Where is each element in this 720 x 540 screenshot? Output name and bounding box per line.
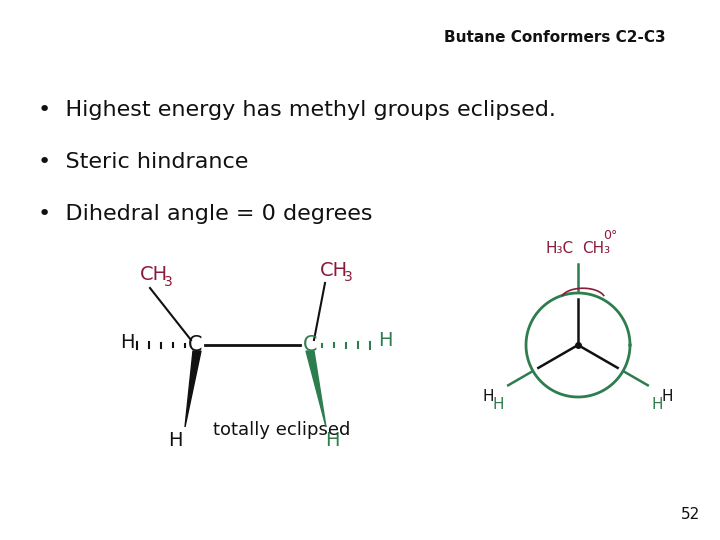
Text: CH₃: CH₃ — [582, 241, 610, 256]
Text: C: C — [188, 335, 202, 355]
Text: 3: 3 — [164, 275, 173, 289]
Text: H: H — [662, 389, 673, 404]
Text: H: H — [652, 397, 663, 413]
Text: H: H — [325, 430, 339, 449]
Text: totally eclipsed: totally eclipsed — [213, 421, 351, 439]
Text: H₃C: H₃C — [546, 241, 574, 256]
Text: Butane Conformers C2-C3: Butane Conformers C2-C3 — [444, 30, 666, 45]
Text: CH: CH — [320, 260, 348, 280]
Text: H: H — [492, 397, 504, 413]
Text: •  Steric hindrance: • Steric hindrance — [38, 152, 248, 172]
Text: •  Highest energy has methyl groups eclipsed.: • Highest energy has methyl groups eclip… — [38, 100, 556, 120]
Text: CH: CH — [140, 266, 168, 285]
Text: H: H — [482, 389, 494, 404]
Text: C: C — [302, 335, 318, 355]
Text: •  Dihedral angle = 0 degrees: • Dihedral angle = 0 degrees — [38, 204, 372, 224]
Polygon shape — [306, 351, 326, 427]
Text: H: H — [168, 430, 182, 449]
Text: 52: 52 — [680, 507, 700, 522]
Text: 3: 3 — [344, 270, 353, 284]
Polygon shape — [185, 351, 201, 427]
Text: H: H — [378, 330, 392, 349]
Text: 0°: 0° — [603, 230, 617, 242]
Text: H: H — [120, 333, 134, 352]
